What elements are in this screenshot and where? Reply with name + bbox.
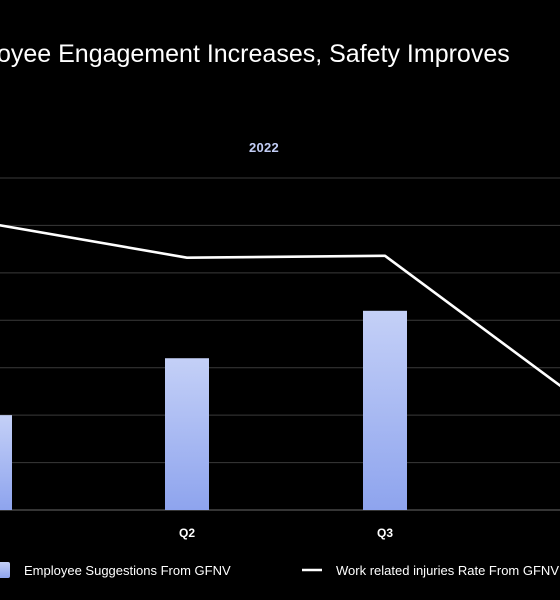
gridlines: [0, 177, 560, 511]
legend-swatch-suggestions: [0, 562, 10, 578]
chart-subtitle: 2022: [249, 140, 279, 155]
bar-q2: [165, 358, 209, 510]
legend: Employee Suggestions From GFNV Work rela…: [0, 562, 559, 578]
line-injuries-rate: [0, 223, 560, 388]
legend-label-suggestions: Employee Suggestions From GFNV: [24, 563, 231, 578]
chart-title: Employee Engagement Increases, Safety Im…: [0, 40, 510, 68]
x-tick-q2: Q2: [179, 526, 195, 540]
x-tick-q3: Q3: [377, 526, 393, 540]
legend-label-injuries: Work related injuries Rate From GFNV: [336, 563, 559, 578]
line-series: [0, 223, 560, 388]
x-axis-ticks: Q1Q2Q3Q4: [179, 526, 393, 540]
bar-q1: [0, 415, 12, 510]
bar-q3: [363, 310, 407, 510]
bar-series: [0, 310, 407, 510]
